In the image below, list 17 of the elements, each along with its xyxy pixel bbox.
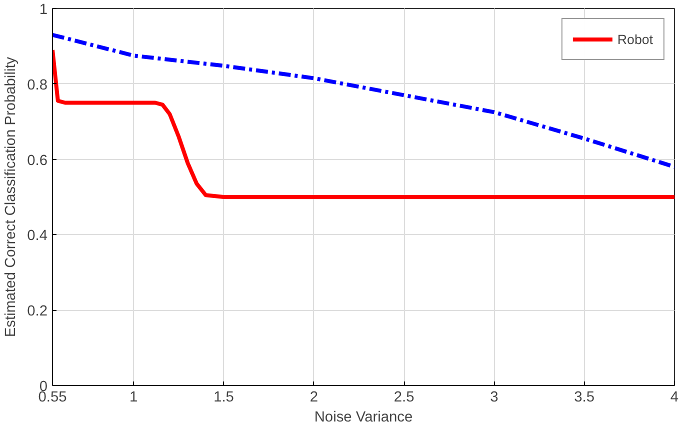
y-tick-label: 0.2: [27, 304, 48, 320]
y-tick-label: 0.8: [27, 77, 48, 94]
x-tick-label: 3: [490, 390, 498, 406]
y-axis-title: Estimated Correct Classification Probability: [3, 56, 20, 338]
x-tick-label: 2: [310, 390, 318, 406]
x-tick-label: 1: [130, 390, 138, 406]
y-tick-label: 1: [39, 2, 48, 18]
x-tick-label: 4: [670, 390, 679, 406]
y-tick-label: 0.6: [27, 152, 48, 169]
x-tick-label: 3.5: [574, 390, 595, 406]
x-tick-label: 2.5: [394, 390, 414, 406]
x-tick-label: 1.5: [214, 390, 234, 406]
x-axis-title: Noise Variance: [314, 410, 413, 426]
line-series: [52, 32, 674, 169]
y-tick-label: 0.4: [27, 228, 48, 244]
legend-label: Robot: [617, 32, 653, 46]
line-series: [52, 48, 674, 199]
